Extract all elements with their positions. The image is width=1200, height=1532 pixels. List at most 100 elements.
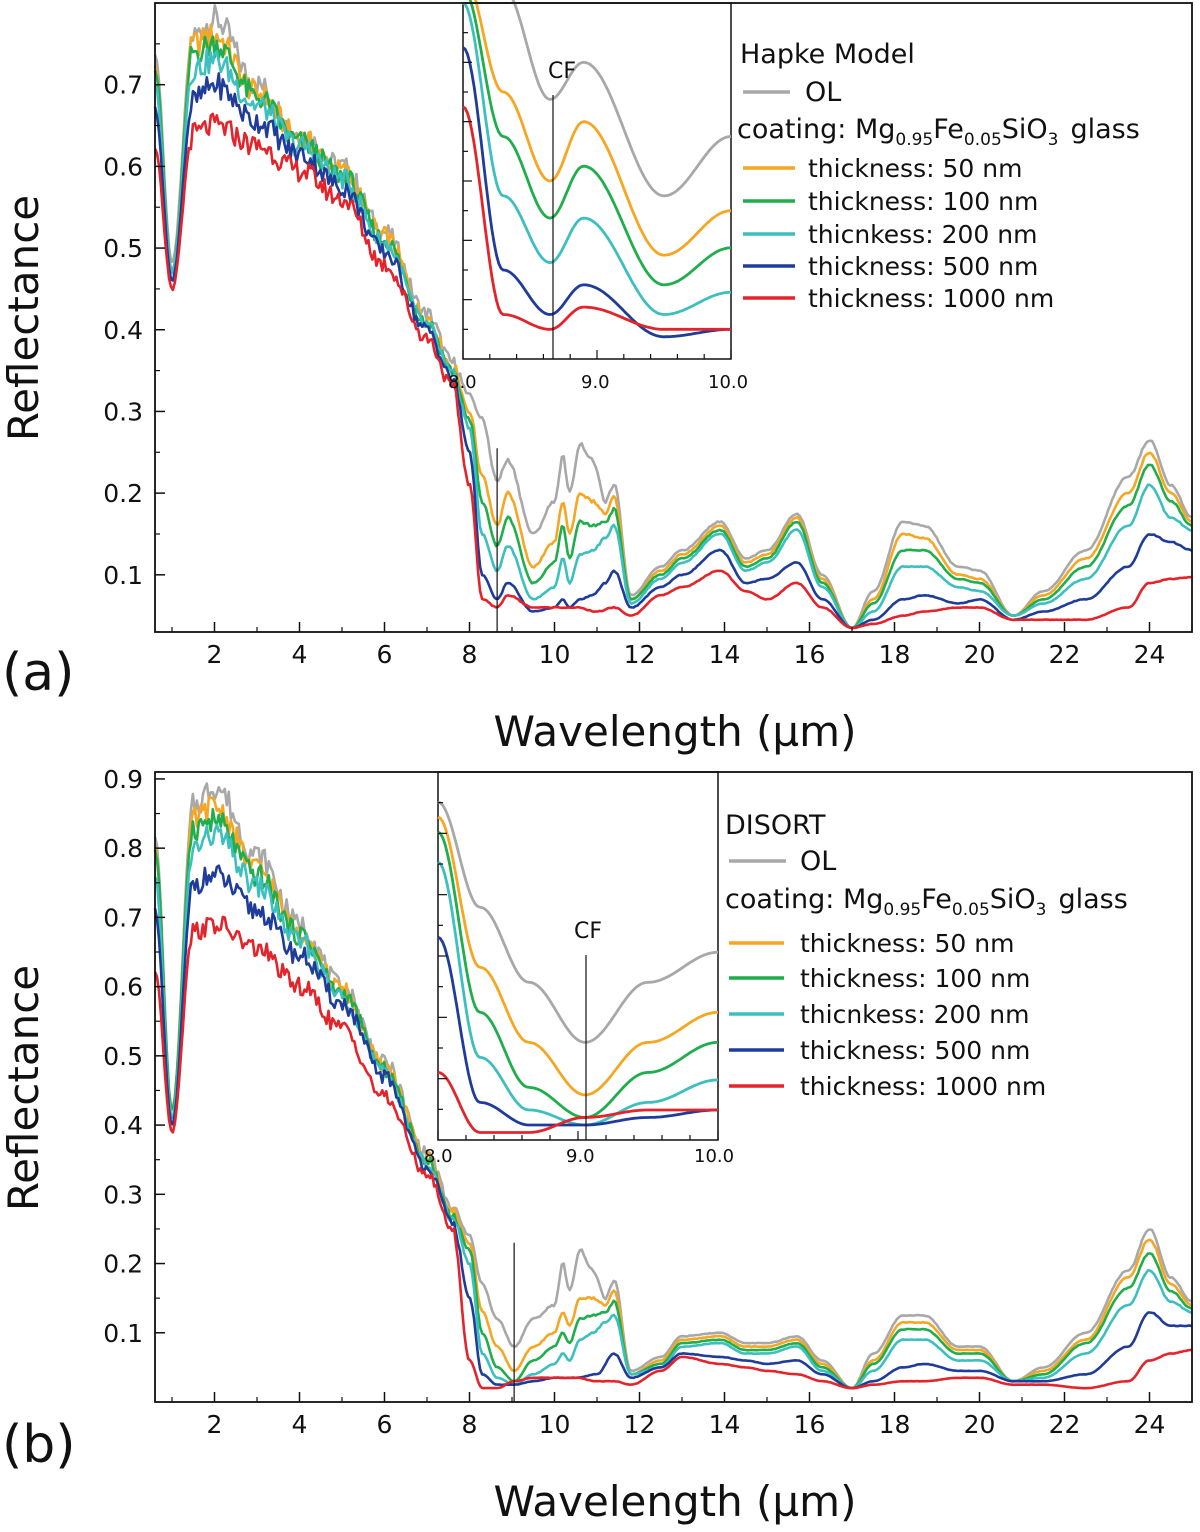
panel-a-inset-xtick-9: 9.0 (581, 372, 610, 393)
y-tick-label-a-0.2: 0.2 (103, 479, 143, 508)
panel-b-inset: CF 8.0 9.0 10.0 (424, 771, 734, 1167)
x-tick-label-b-18: 18 (879, 1410, 911, 1439)
panel-a-x-ticks: 2 4 6 8 10 12 14 16 18 20 22 24 (171, 622, 1193, 669)
panel-b-legend-label-3: thicnkess: 200 nm (800, 1000, 1029, 1029)
panel-b-coating-sub2: 0.05 (952, 900, 990, 920)
panel-a-coating-prefix: coating: (737, 114, 855, 145)
inset-series-line-b-5 (437, 1071, 718, 1134)
x-tick-label-b-6: 6 (377, 1410, 393, 1439)
x-tick-label-b-2: 2 (207, 1410, 223, 1439)
x-tick-label-a-2: 2 (207, 640, 223, 669)
series-line-b-5 (153, 915, 1193, 1390)
series-line-a-5 (153, 112, 1193, 630)
inset-series-line-b-0 (437, 800, 719, 1044)
panel-a-y-axis-label: Reflectance (0, 195, 48, 441)
panel-b-legend-label-5: thickness: 1000 nm (800, 1072, 1046, 1101)
panel-b-legend-title: DISORT (725, 810, 826, 841)
inset-series-line-a-1 (474, 0, 732, 257)
panel-a-series (153, 4, 1193, 630)
x-tick-label-a-22: 22 (1049, 640, 1081, 669)
panel-b: CF 8.0 9.0 10.0 2 4 6 8 10 12 14 16 18 20 22 24 0.1… (0, 765, 1193, 1526)
panel-b-legend-label-1: thickness: 50 nm (800, 929, 1014, 958)
x-tick-label-b-14: 14 (709, 1410, 741, 1439)
x-tick-label-b-16: 16 (794, 1410, 826, 1439)
panel-b-x-ticks: 2 4 6 8 10 12 14 16 18 20 22 24 (171, 1392, 1193, 1439)
x-tick-label-b-20: 20 (964, 1410, 996, 1439)
y-tick-label-a-0.3: 0.3 (103, 397, 143, 426)
y-tick-label-b-0.1: 0.1 (103, 1319, 143, 1348)
panel-a-legend-label-4: thickness: 500 nm (808, 252, 1038, 281)
panel-b-inset-series (437, 800, 719, 1134)
panel-a-legend-coating: coating: Mg0.95Fe0.05SiO3 glass (737, 114, 1140, 150)
panel-b-legend-label-4: thickness: 500 nm (800, 1036, 1030, 1065)
inset-series-line-a-2 (468, 0, 732, 287)
y-tick-label-b-0.9: 0.9 (103, 765, 143, 794)
x-tick-label-a-6: 6 (377, 640, 393, 669)
panel-b-legend-coating: coating: Mg0.95Fe0.05SiO3 glass (725, 884, 1128, 920)
panel-b-inset-xtick-9: 9.0 (566, 1146, 595, 1167)
x-tick-label-b-22: 22 (1049, 1410, 1081, 1439)
x-tick-label-b-12: 12 (624, 1410, 656, 1439)
panel-a-inset-ticks (462, 32, 732, 359)
x-tick-label-b-24: 24 (1134, 1410, 1166, 1439)
panel-a-coating-suffix: glass (1071, 114, 1140, 145)
panel-a-legend-label-ol: OL (805, 77, 841, 108)
panel-b-inset-xtick-10: 10.0 (694, 1146, 734, 1167)
panel-b-legend: DISORT OL coating: Mg0.95Fe0.05SiO3 glass… (725, 810, 1128, 1101)
panel-a-legend-label-5: thickness: 1000 nm (808, 284, 1054, 313)
panel-b-coating-sub3: 3 (1036, 900, 1047, 920)
y-tick-label-b-0.2: 0.2 (103, 1250, 143, 1279)
panel-b-inset-xtick-8: 8.0 (424, 1146, 453, 1167)
panel-a-legend: Hapke Model OL coating: Mg0.95Fe0.05SiO3… (737, 39, 1140, 313)
x-tick-label-b-4: 4 (292, 1410, 308, 1439)
y-tick-label-a-0.7: 0.7 (103, 71, 143, 100)
panel-a-inset-xtick-10: 10.0 (708, 372, 748, 393)
panel-a-y-ticks: 0.1 0.2 0.3 0.4 0.5 0.6 0.7 (103, 43, 165, 590)
panel-b-plot-frame (154, 771, 1193, 1403)
panel-a-coating-sub3: 3 (1048, 130, 1059, 150)
inset-series-line-b-2 (437, 830, 718, 1119)
y-tick-label-b-0.8: 0.8 (103, 834, 143, 863)
y-tick-label-b-0.5: 0.5 (103, 1042, 143, 1071)
panel-b-coating-suffix: glass (1059, 884, 1128, 915)
panel-b-coating-prefix: coating: (725, 884, 843, 915)
x-tick-label-a-20: 20 (964, 640, 996, 669)
panel-b-y-axis-label: Reflectance (0, 965, 48, 1211)
panel-a: CF 8.0 9.0 10.0 2 4 6 8 10 12 14 16 18 20 22 24 0.1… (0, 0, 1193, 756)
panel-b-coating-el2: Fe (921, 884, 952, 915)
x-tick-label-a-18: 18 (879, 640, 911, 669)
panel-b-y-ticks: 0.1 0.2 0.3 0.4 0.5 0.6 0.7 0.8 0.9 (103, 765, 165, 1348)
panel-a-coating-sub1: 0.95 (895, 130, 933, 150)
panel-a-x-axis-label: Wavelength (µm) (494, 707, 857, 756)
panel-a-legend-title: Hapke Model (740, 39, 915, 70)
x-tick-label-a-10: 10 (539, 640, 571, 669)
panel-a-coating-el3: SiO (1002, 114, 1048, 145)
panel-a-coating-sub2: 0.05 (964, 130, 1002, 150)
panel-a-coating-el2: Fe (933, 114, 964, 145)
panel-b-x-axis-label: Wavelength (µm) (494, 1477, 857, 1526)
inset-series-line-b-4 (437, 935, 718, 1127)
panel-b-label: (b) (2, 1415, 76, 1475)
panel-b-coating-sub1: 0.95 (883, 900, 921, 920)
series-line-b-4 (153, 864, 1193, 1390)
panel-b-coating-el3: SiO (990, 884, 1036, 915)
inset-series-line-a-0 (511, 0, 732, 198)
y-tick-label-b-0.7: 0.7 (103, 903, 143, 932)
y-tick-label-a-0.1: 0.1 (103, 561, 143, 590)
panel-a-legend-label-3: thicnkess: 200 nm (808, 220, 1037, 249)
panel-b-legend-label-2: thickness: 100 nm (800, 964, 1030, 993)
panel-a-inset-xtick-8: 8.0 (448, 372, 477, 393)
x-tick-label-b-10: 10 (539, 1410, 571, 1439)
y-tick-label-a-0.6: 0.6 (103, 152, 143, 181)
panel-b-inset-frame (437, 771, 719, 1141)
y-tick-label-b-0.6: 0.6 (103, 973, 143, 1002)
inset-series-line-a-5 (462, 105, 731, 331)
x-tick-label-a-12: 12 (624, 640, 656, 669)
panel-a-inset-cf-label: CF (548, 59, 576, 84)
panel-a-label: (a) (2, 643, 74, 703)
panel-b-legend-label-ol: OL (800, 846, 836, 877)
inset-series-line-b-1 (437, 815, 719, 1097)
x-tick-label-a-4: 4 (292, 640, 308, 669)
panel-a-legend-label-2: thickness: 100 nm (808, 187, 1038, 216)
